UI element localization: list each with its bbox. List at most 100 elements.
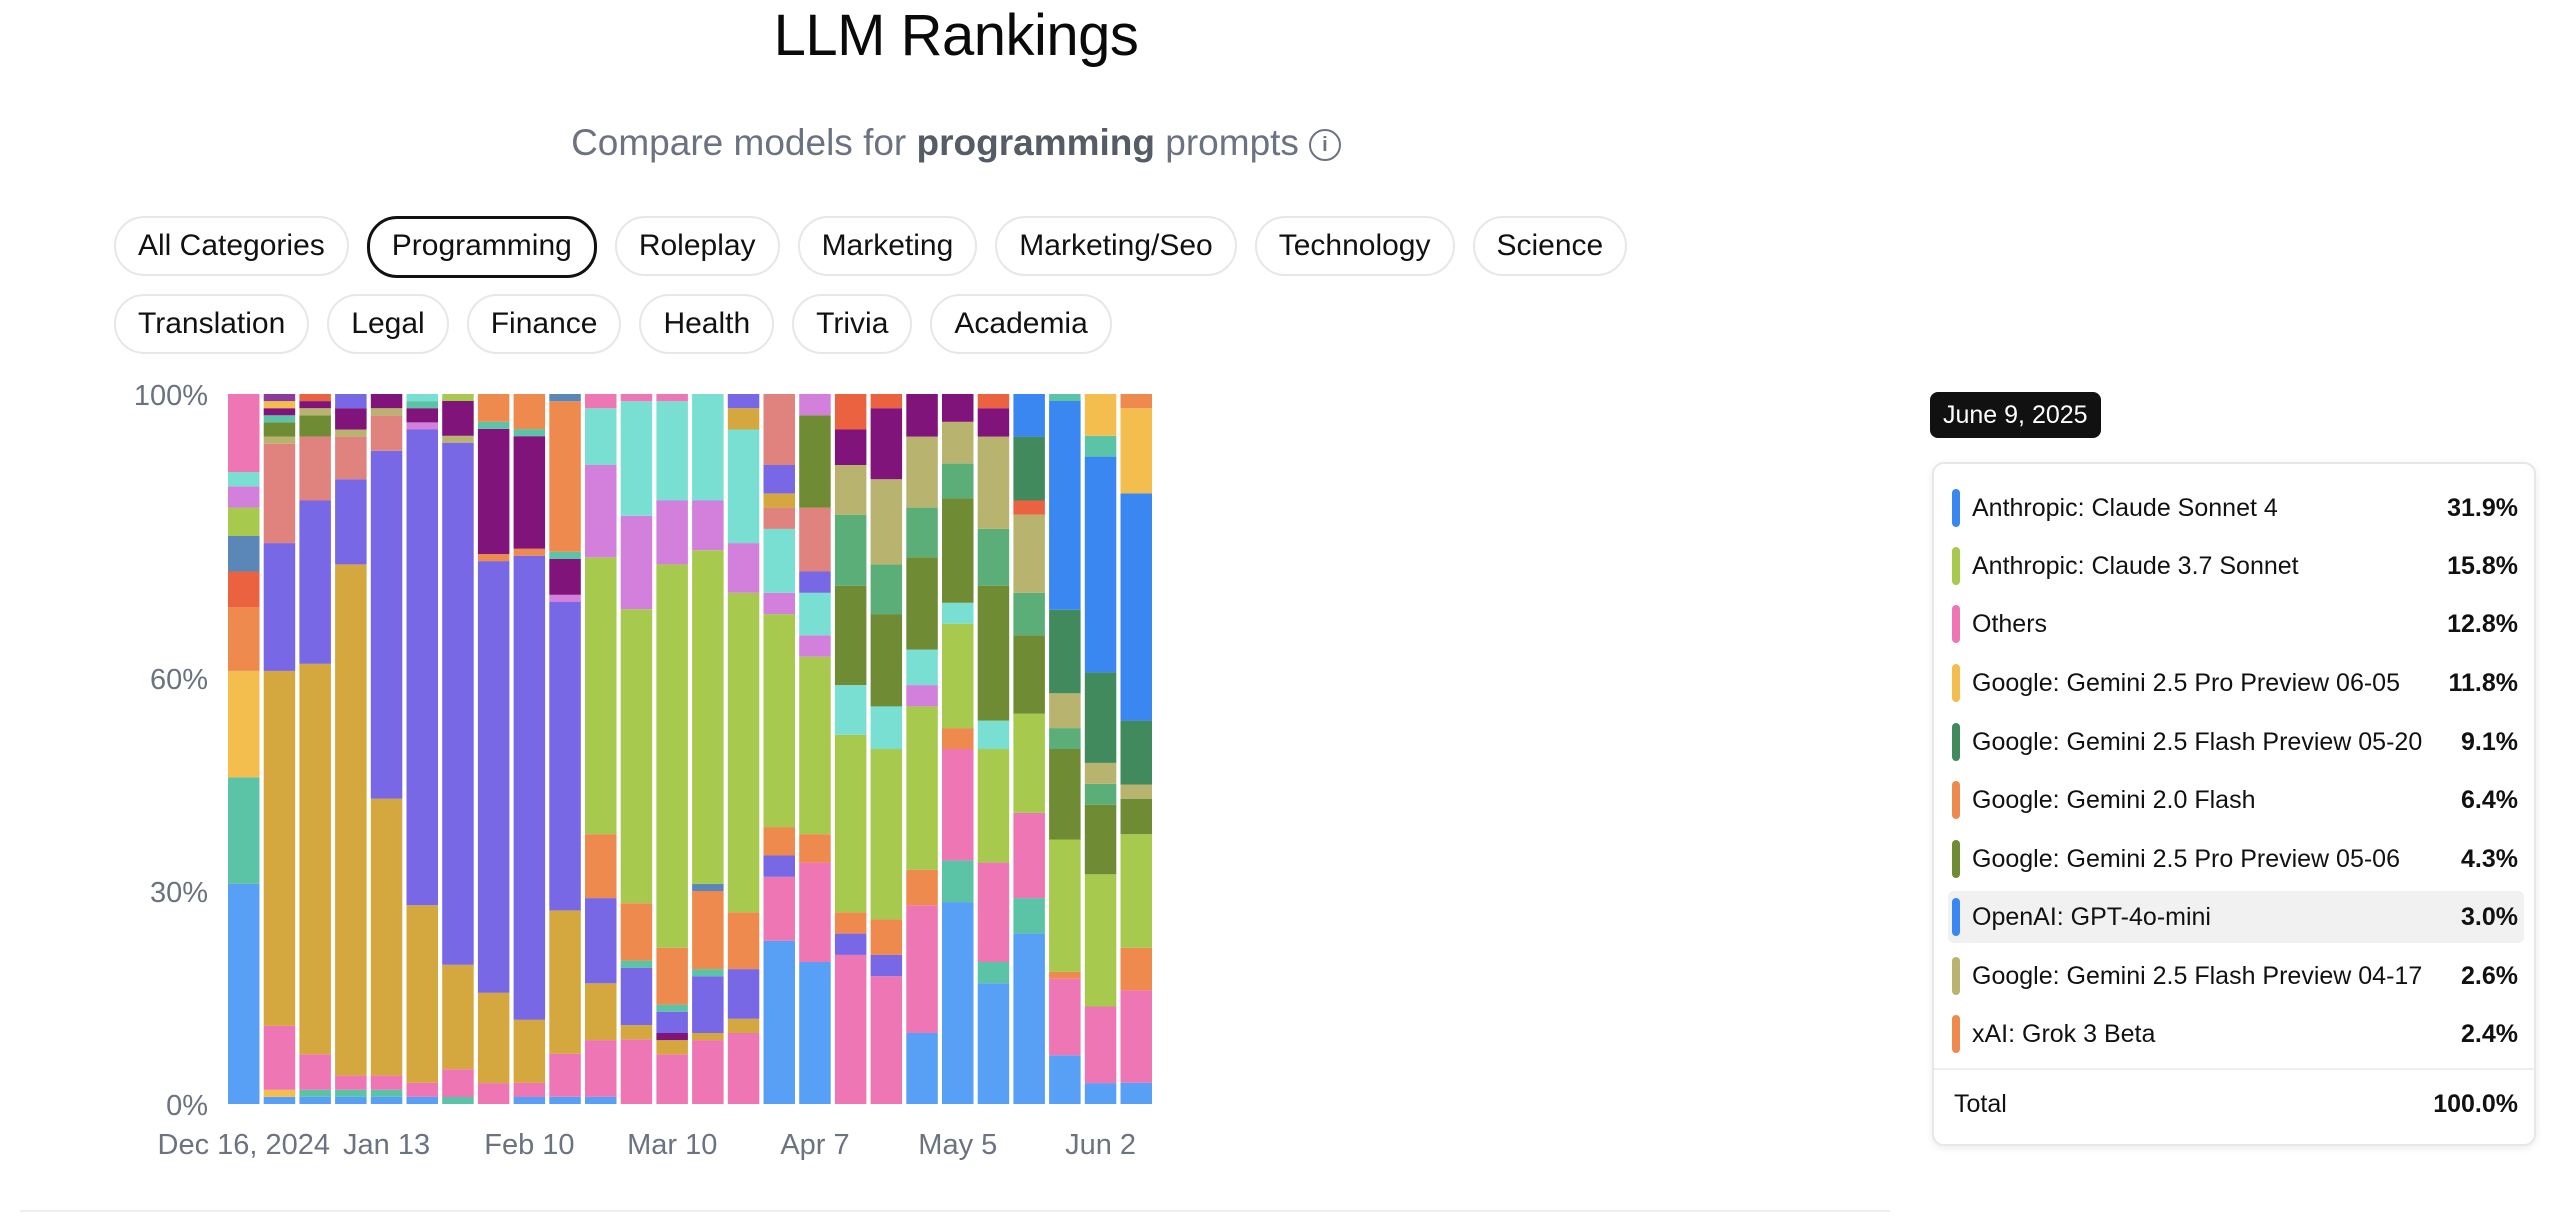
bar-segment[interactable] [549,602,581,911]
bar-segment[interactable] [942,860,974,903]
chip-all-categories[interactable]: All Categories [114,216,349,276]
bar-segment[interactable] [299,500,331,664]
bar-segment[interactable] [656,564,688,948]
bar-segment[interactable] [1084,672,1117,763]
bar-segment[interactable] [228,777,260,884]
bar-segment[interactable] [370,450,403,799]
bar-segment[interactable] [442,964,474,1070]
bar-segment[interactable] [477,394,510,422]
bar-segment[interactable] [263,394,296,402]
bar-segment[interactable] [263,408,296,416]
bar-segment[interactable] [727,592,760,913]
bar-segment[interactable] [1084,435,1117,457]
bar-segment[interactable] [585,465,617,558]
chip-translation[interactable]: Translation [114,294,310,354]
bar-segment[interactable] [870,954,903,977]
bar-segment[interactable] [763,394,796,465]
bar-segment[interactable] [228,507,260,536]
bar-segment[interactable] [942,498,974,603]
bar-segment[interactable] [1049,839,1081,972]
bar-segment[interactable] [1084,783,1117,805]
bar-segment[interactable] [727,543,760,593]
bar-segment[interactable] [585,394,617,409]
chip-health[interactable]: Health [639,294,775,354]
bar-segment[interactable] [1084,1006,1117,1084]
bar-segment[interactable] [1084,874,1117,1007]
bar-segment[interactable] [1013,933,1045,1104]
bar-segment[interactable] [834,954,867,1104]
bar-segment[interactable] [477,554,510,562]
bar-segment[interactable] [299,663,331,1055]
bar-segment[interactable] [1049,693,1081,729]
bar-segment[interactable] [299,394,331,402]
chip-marketing[interactable]: Marketing [797,216,978,276]
bar-segment[interactable] [870,614,903,707]
bar-segment[interactable] [406,905,439,1083]
bar-segment[interactable] [942,463,974,499]
bar-segment[interactable] [1013,898,1045,934]
bar-segment[interactable] [1049,1055,1081,1104]
bar-segment[interactable] [692,394,724,501]
bar-segment[interactable] [1013,394,1045,437]
bar-segment[interactable] [906,649,938,686]
bar-segment[interactable] [1013,812,1045,899]
bar-segment[interactable] [620,903,653,961]
bar-segment[interactable] [228,883,260,1104]
bar-segment[interactable] [370,1096,403,1104]
bar-segment[interactable] [799,592,831,636]
chip-finance[interactable]: Finance [466,294,622,354]
bar-segment[interactable] [513,548,546,556]
bar-segment[interactable] [799,656,831,835]
bar-segment[interactable] [656,1033,688,1041]
bar-segment[interactable] [656,947,688,1005]
bar-segment[interactable] [228,571,260,608]
bar-segment[interactable] [977,983,1010,1104]
bar-segment[interactable] [513,1097,546,1104]
bar-segment[interactable] [442,435,474,443]
bar-segment[interactable] [263,1089,296,1097]
bar-segment[interactable] [335,1089,367,1097]
bar-segment[interactable] [370,798,403,1076]
bar-segment[interactable] [549,1053,581,1097]
bar-segment[interactable] [799,834,831,863]
bar-segment[interactable] [406,1082,439,1097]
bar-segment[interactable] [1120,493,1153,721]
bar-segment[interactable] [335,1075,367,1090]
bar-segment[interactable] [1120,408,1153,494]
chip-science[interactable]: Science [1472,216,1628,276]
bar-segment[interactable] [870,408,903,480]
bar-segment[interactable] [977,528,1010,586]
bar-segment[interactable] [585,557,617,835]
bar-segment[interactable] [335,479,367,565]
bar-segment[interactable] [656,1004,688,1012]
bar-segment[interactable] [834,429,867,466]
bar-segment[interactable] [906,685,938,707]
bar-segment[interactable] [727,1033,760,1104]
bar-segment[interactable] [763,507,796,529]
bar-segment[interactable] [406,429,439,906]
bar-segment[interactable] [692,891,724,970]
bar-segment[interactable] [906,1033,938,1104]
bar-segment[interactable] [727,408,760,430]
bar-segment[interactable] [585,834,617,899]
bar-segment[interactable] [299,1089,331,1097]
bar-segment[interactable] [1049,394,1081,401]
bar-segment[interactable] [834,585,867,686]
bar-segment[interactable] [406,401,439,409]
bar-segment[interactable] [977,720,1010,749]
bar-segment[interactable] [906,394,938,437]
bar-segment[interactable] [763,940,796,1104]
bar-segment[interactable] [727,429,760,544]
bar-segment[interactable] [1049,749,1081,840]
bar-segment[interactable] [263,443,296,544]
bar-segment[interactable] [442,394,474,401]
bar-segment[interactable] [549,910,581,1054]
bar-segment[interactable] [549,551,581,559]
bar-segment[interactable] [906,507,938,558]
bar-segment[interactable] [585,898,617,984]
bar-segment[interactable] [299,415,331,437]
bar-segment[interactable] [1013,436,1045,501]
bar-segment[interactable] [442,1097,474,1104]
bar-segment[interactable] [228,486,260,508]
bar-segment[interactable] [763,465,796,494]
